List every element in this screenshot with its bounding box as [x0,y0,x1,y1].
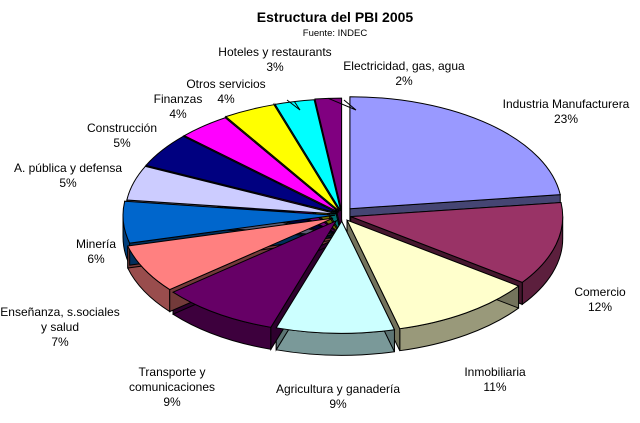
slice-label-value: 23% [554,112,578,126]
slice-label: A. pública y defensa 5% [14,161,122,190]
pie-slice [171,219,338,328]
slice-labels: Industria Manufacturera 23% Comercio 12% Inm… [0,45,629,411]
slice-label-name: Inmobiliaria [464,365,526,379]
leader-lines [286,97,357,111]
slice-label-name: Hoteles y restaurants [218,45,331,59]
slice-label-line: comunicaciones [129,380,215,394]
slice-label-name: Otros servicios [186,77,265,91]
slice-label: Enseñanza, s.sociales y salud 7% [0,305,119,349]
slice-label-value: 9% [329,397,347,411]
pie-slice [183,117,340,213]
slice-label-name: Industria Manufacturera [503,97,630,111]
slice-label: Otros servicios 4% [186,77,265,106]
slice-label-name: Minería [76,237,116,251]
pie-slice [126,217,334,291]
slice-label: Agricultura y ganadería 9% [276,382,400,411]
slice-label: Comercio 12% [574,285,626,314]
slice-label-value: 5% [113,136,131,150]
slice-label-value: 5% [59,176,77,190]
pie-slice [275,220,396,334]
slice-label: Transporte y comunicaciones 9% [129,365,215,409]
slice-label-line: Enseñanza, s.sociales [0,305,119,319]
slice-label-value: 4% [217,92,235,106]
slice-label-value: 11% [483,380,506,394]
slice-label-line: Transporte y [139,365,206,379]
pie-slice [122,200,336,244]
pie-slice [126,165,338,215]
pie-slice [224,104,340,212]
slice-label-value: 9% [163,395,181,409]
leader-line [328,97,357,111]
slice-label-line: y salud [41,320,79,334]
leader-line [286,99,301,111]
slice-label: Minería 6% [76,237,116,266]
slice-label-value: 2% [395,74,413,88]
slice-label-name: Comercio [574,285,626,299]
pie-slice-tops [122,96,564,334]
slice-label: Construcción 5% [87,121,157,150]
slice-label-name: A. pública y defensa [14,161,122,175]
slice-label-name: Agricultura y ganadería [276,382,400,396]
slice-label: Finanzas 4% [154,92,203,121]
chart-subtitle: Fuente: INDEC [303,28,368,39]
pie-slice [350,202,564,283]
slice-label-value: 4% [169,107,187,121]
slice-label-name: Finanzas [154,92,203,106]
slice-label-value: 7% [51,335,69,349]
slice-label-value: 3% [266,60,284,74]
chart-title: Estructura del PBI 2005 [257,9,414,25]
slice-label: Hoteles y restaurants 3% [218,45,331,74]
slice-label: Inmobiliaria 11% [464,365,526,394]
pie-slice [346,219,520,330]
pie-slice [349,96,561,210]
slice-label-name: Electricidad, gas, agua [343,59,465,73]
slice-label-value: 12% [588,300,612,314]
pie-slice [145,135,339,214]
slice-label: Electricidad, gas, agua 2% [343,59,465,88]
slice-label-name: Construcción [87,121,157,135]
slice-label: Industria Manufacturera 23% [503,97,630,126]
slice-label-value: 6% [87,252,105,266]
pie-slice [314,97,343,211]
